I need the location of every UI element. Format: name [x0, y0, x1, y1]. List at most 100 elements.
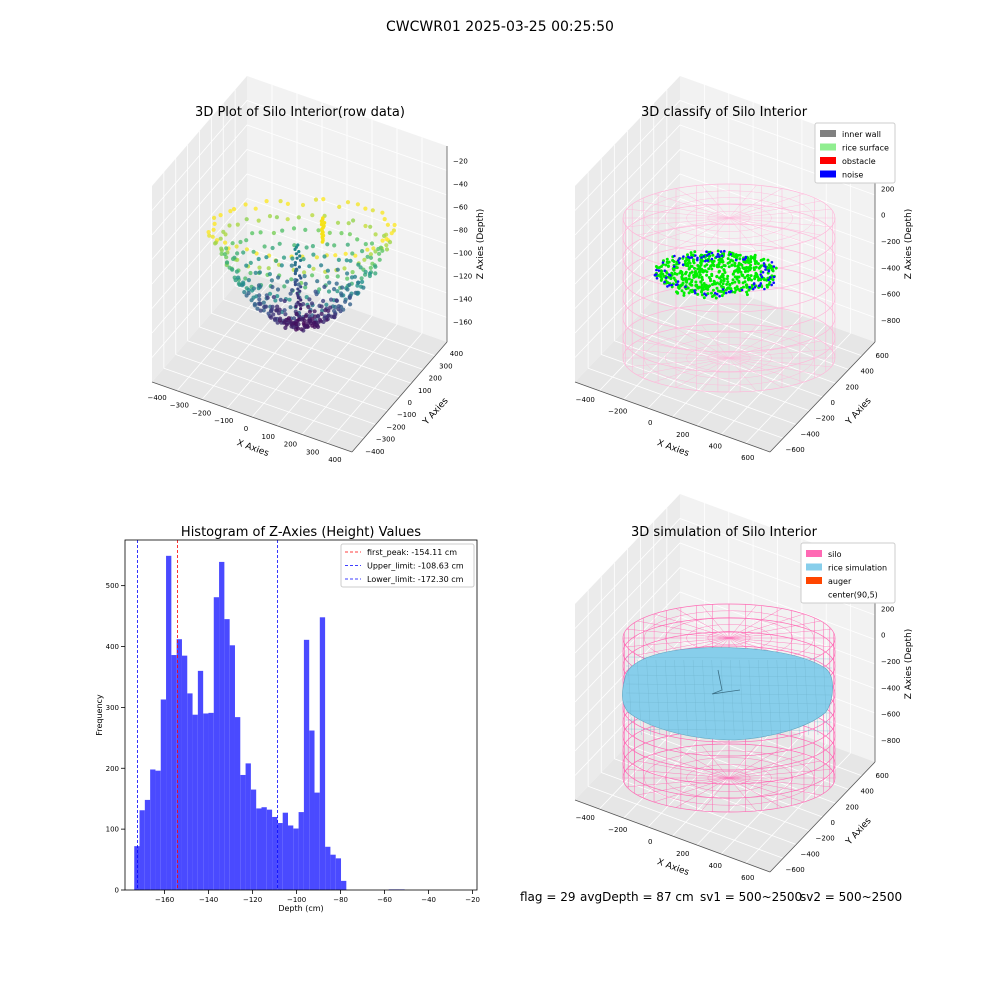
rice-surface-point — [720, 284, 723, 288]
y-tick-label: −400 — [801, 430, 820, 438]
silo-spoke — [626, 629, 730, 639]
data-point — [213, 241, 218, 246]
noise-point — [757, 284, 761, 288]
data-point — [242, 290, 247, 295]
x-tick-label: −200 — [608, 826, 627, 834]
data-point — [296, 287, 300, 291]
y-axis-label: Y Axies — [421, 396, 451, 428]
silo-spoke — [626, 209, 730, 219]
silo-spoke — [728, 340, 821, 359]
silo-spoke — [728, 217, 757, 251]
data-point — [293, 283, 297, 287]
data-point — [299, 298, 303, 302]
rice-surface-point — [707, 267, 711, 271]
silo-spoke — [637, 760, 730, 779]
surface-mesh-line — [767, 659, 772, 736]
rice-surface-point — [684, 279, 688, 283]
data-point — [332, 308, 337, 313]
silo-spoke — [675, 217, 730, 248]
noise-point — [723, 249, 726, 253]
rice-surface-point — [682, 293, 686, 297]
rice-surface-point — [754, 260, 758, 264]
z-tick-label: −140 — [453, 296, 472, 304]
rice-surface-point — [721, 272, 725, 276]
data-point — [255, 306, 260, 311]
noise-point — [763, 264, 766, 268]
silo-spoke — [626, 769, 730, 779]
x-tick-label: 200 — [284, 441, 297, 449]
y-tick-label: −600 — [786, 446, 805, 454]
data-point — [365, 247, 370, 252]
noise-point — [682, 255, 685, 258]
noise-point — [720, 254, 724, 258]
data-point — [362, 257, 367, 262]
rice-surface-point — [731, 272, 735, 276]
rice-surface-point — [680, 289, 684, 293]
silo-spoke — [728, 217, 805, 243]
rice-surface-point — [707, 285, 711, 289]
data-point — [377, 257, 382, 262]
silo-spoke — [728, 185, 757, 219]
rice-surface-point — [700, 290, 703, 294]
rice-surface-point — [726, 257, 730, 261]
silo-spoke — [626, 637, 730, 647]
x-tick-label: 0 — [648, 419, 652, 427]
data-point — [303, 281, 308, 286]
y-tick-label: 300 — [439, 362, 452, 370]
noise-point — [719, 250, 723, 253]
data-point — [332, 315, 337, 320]
y-tick-label: −100 — [397, 411, 416, 419]
rice-surface-point — [749, 255, 753, 259]
silo-spoke — [728, 357, 832, 367]
rice-surface-point — [694, 284, 698, 287]
noise-point — [705, 250, 708, 253]
noise-point — [655, 277, 659, 280]
silo-spoke — [728, 357, 821, 376]
silo-spoke — [728, 357, 757, 391]
rice-surface-point — [746, 273, 750, 277]
data-point — [336, 257, 341, 262]
data-point — [246, 287, 251, 292]
data-point — [234, 244, 239, 249]
surface-mesh-line — [625, 692, 833, 696]
data-point — [301, 257, 306, 262]
data-point — [276, 311, 281, 316]
silo-spoke — [728, 217, 832, 227]
data-point — [287, 297, 292, 302]
silo-spoke — [728, 357, 783, 388]
noise-point — [772, 275, 776, 279]
x-tick-label: −100 — [287, 896, 306, 904]
data-point — [378, 245, 383, 250]
data-point — [370, 208, 375, 213]
surface-mesh-line — [785, 659, 791, 736]
data-point — [265, 295, 270, 300]
x-tick-label: 400 — [709, 862, 722, 870]
rice-surface-point — [699, 261, 703, 265]
data-point — [241, 250, 246, 255]
noise-point — [673, 254, 676, 258]
data-point — [257, 270, 262, 275]
data-point — [327, 280, 332, 285]
data-point — [277, 241, 282, 246]
data-point — [264, 255, 269, 260]
y-tick-label: −300 — [376, 436, 395, 444]
histogram-bar — [134, 846, 140, 890]
noise-point — [710, 257, 714, 261]
data-point — [355, 202, 360, 207]
data-point — [295, 278, 299, 282]
rice-surface-point — [749, 263, 753, 267]
rice-surface-point — [733, 261, 737, 265]
classify-3d-panel: −400−2000200400600−600−400−2000200400600… — [574, 76, 914, 462]
data-point — [287, 320, 292, 325]
legend-swatch — [820, 130, 836, 137]
data-point — [352, 274, 358, 279]
histogram-bar — [234, 717, 241, 890]
data-point — [271, 295, 276, 300]
wall-gridline — [151, 149, 448, 260]
rice-surface-point — [719, 260, 723, 263]
rice-surface-point — [744, 269, 748, 273]
data-point — [324, 302, 329, 307]
histogram-bar — [219, 561, 225, 890]
legend-swatch — [806, 577, 822, 584]
data-point — [263, 304, 269, 309]
